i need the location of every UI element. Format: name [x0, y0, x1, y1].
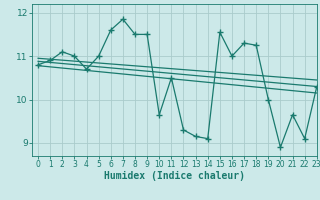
X-axis label: Humidex (Indice chaleur): Humidex (Indice chaleur)	[104, 171, 245, 181]
